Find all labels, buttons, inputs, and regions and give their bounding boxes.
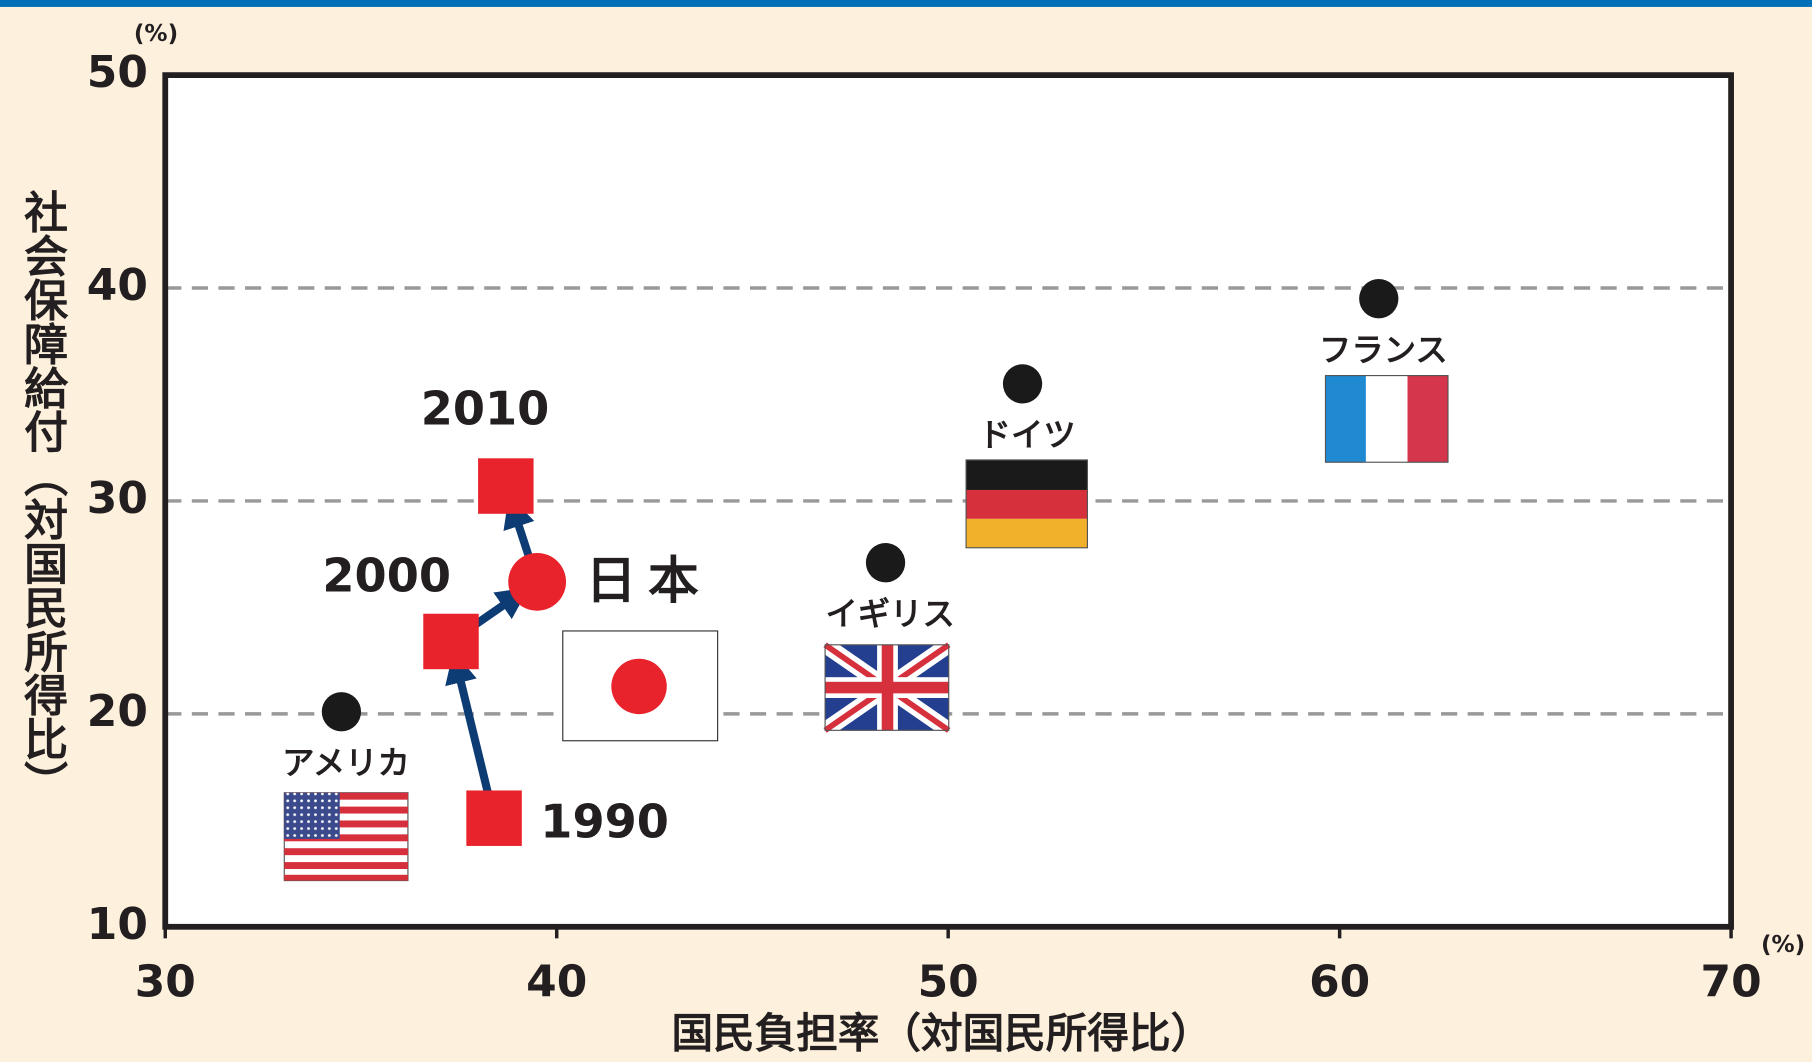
point-label: 2010 bbox=[421, 382, 550, 436]
y-axis-label: 社会保障給付（対国民所得比） bbox=[16, 189, 69, 804]
point bbox=[1002, 364, 1043, 404]
flag-usa bbox=[283, 792, 409, 882]
point bbox=[865, 543, 906, 583]
series-label: ドイツ bbox=[979, 416, 1076, 454]
point-label: 2000 bbox=[322, 549, 451, 603]
point bbox=[321, 692, 362, 732]
top-bar bbox=[0, 0, 1812, 7]
point bbox=[1359, 279, 1399, 319]
y-tick-label: 40 bbox=[87, 260, 148, 311]
y-tick-label: 20 bbox=[87, 686, 148, 737]
x-tick-label: 30 bbox=[135, 957, 196, 1008]
flag-france bbox=[1324, 374, 1449, 463]
trend-arrow bbox=[445, 650, 497, 815]
point bbox=[423, 613, 479, 670]
point bbox=[466, 790, 522, 846]
x-tick-label: 60 bbox=[1309, 957, 1370, 1008]
flag-germany bbox=[965, 459, 1088, 549]
series-label: イギリス bbox=[825, 595, 954, 633]
x-tick-label: 40 bbox=[526, 957, 587, 1008]
x-unit: (%) bbox=[1761, 932, 1805, 958]
series-label: フランス bbox=[1319, 331, 1448, 369]
series-label: 日本 bbox=[586, 551, 711, 610]
marks: 日本 1990 2000 2010 アメリカ イギリス ドイツ フランス bbox=[282, 279, 1448, 849]
series-label: アメリカ bbox=[282, 744, 410, 782]
flag-uk bbox=[820, 638, 954, 737]
y-tick-label: 50 bbox=[87, 47, 148, 98]
flag-japan bbox=[562, 630, 719, 742]
y-tick-label: 10 bbox=[87, 899, 148, 950]
y-unit: (%) bbox=[134, 21, 178, 47]
point-label: 1990 bbox=[540, 795, 669, 849]
y-tick-label: 30 bbox=[87, 473, 148, 524]
x-tick-label: 70 bbox=[1701, 957, 1762, 1008]
x-axis-label: 国民負担率（対国民所得比） bbox=[671, 1009, 1212, 1058]
point bbox=[478, 458, 534, 514]
point bbox=[508, 552, 567, 611]
x-tick-label: 50 bbox=[918, 957, 979, 1008]
